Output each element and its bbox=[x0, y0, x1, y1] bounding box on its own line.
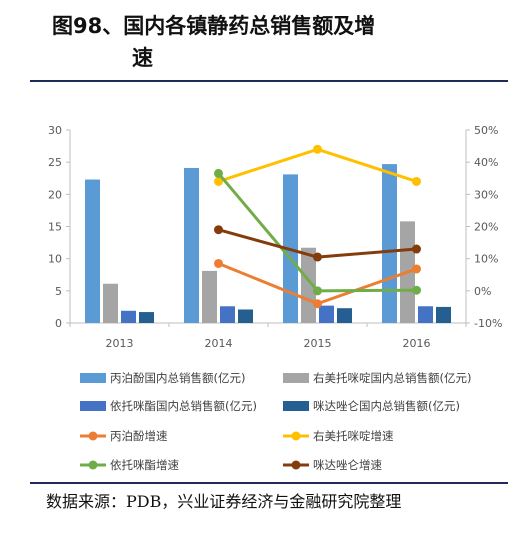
bar bbox=[220, 306, 235, 323]
series-point bbox=[214, 168, 223, 178]
bar bbox=[382, 164, 397, 323]
page-title: 图98、国内各镇静药总销售额及增 速 bbox=[52, 10, 502, 74]
x-tick-label: 2015 bbox=[304, 337, 332, 350]
bar bbox=[436, 306, 451, 323]
x-tick-label: 2014 bbox=[205, 337, 233, 350]
title-line-1: 图98、国内各镇静药总销售额及增 bbox=[52, 14, 376, 38]
series-point bbox=[214, 176, 223, 186]
source-divider bbox=[30, 482, 508, 484]
source-note: 数据来源：PDB，兴业证券经济与金融研究院整理 bbox=[46, 492, 402, 511]
title-line-2: 速 bbox=[132, 46, 153, 70]
bar bbox=[319, 305, 334, 323]
series-point bbox=[313, 144, 322, 154]
series-point bbox=[214, 225, 223, 235]
bar bbox=[418, 306, 433, 323]
bar bbox=[301, 247, 316, 323]
bar bbox=[337, 308, 352, 323]
left-tick-label: 20 bbox=[48, 188, 62, 201]
legend-label: 右美托咪啶国内总销售额(亿元) bbox=[313, 371, 471, 385]
series-point bbox=[313, 299, 322, 309]
bar bbox=[121, 310, 136, 323]
legend-marker bbox=[291, 460, 301, 470]
left-tick-label: 5 bbox=[55, 285, 62, 298]
bar bbox=[184, 167, 199, 323]
bar bbox=[85, 179, 100, 323]
right-tick-label: 50% bbox=[474, 124, 498, 137]
right-tick-label: 10% bbox=[474, 253, 498, 266]
right-tick-label: 20% bbox=[474, 221, 498, 234]
left-tick-label: 0 bbox=[55, 317, 62, 330]
series-point bbox=[412, 285, 421, 295]
legend-label: 咪达唑仑增速 bbox=[313, 458, 382, 472]
title-divider bbox=[30, 80, 508, 82]
left-tick-label: 15 bbox=[48, 221, 62, 234]
left-tick-label: 30 bbox=[48, 124, 62, 137]
left-tick-label: 25 bbox=[48, 156, 62, 169]
series-point bbox=[412, 264, 421, 274]
legend-marker bbox=[88, 431, 98, 441]
legend-label: 依托咪酯国内总销售额(亿元) bbox=[110, 399, 257, 413]
legend-swatch bbox=[283, 373, 309, 383]
legend-label: 依托咪酯增速 bbox=[110, 458, 179, 472]
bar bbox=[202, 270, 217, 323]
legend-swatch bbox=[283, 401, 309, 411]
legend-label: 右美托咪啶增速 bbox=[313, 429, 394, 443]
x-tick-label: 2016 bbox=[403, 337, 431, 350]
bar bbox=[139, 312, 154, 323]
right-tick-label: 30% bbox=[474, 188, 498, 201]
legend-label: 丙泊酚增速 bbox=[110, 429, 168, 443]
legend-label: 咪达唑仑国内总销售额(亿元) bbox=[313, 399, 460, 413]
left-tick-label: 10 bbox=[48, 253, 62, 266]
series-point bbox=[412, 244, 421, 254]
legend-swatch bbox=[80, 373, 106, 383]
series-point bbox=[412, 176, 421, 186]
series-point bbox=[214, 258, 223, 268]
series-point bbox=[313, 286, 322, 296]
sales-growth-chart: 0 5 10 15 20 25 30 -10% 0% 10% 20% 30% 40% 50% 2013 201… bbox=[48, 124, 502, 472]
legend-marker bbox=[291, 431, 301, 441]
bar bbox=[103, 283, 118, 323]
right-tick-label: 0% bbox=[474, 285, 491, 298]
right-tick-label: -10% bbox=[474, 317, 502, 330]
series-point bbox=[313, 252, 322, 262]
legend-swatch bbox=[80, 401, 106, 411]
bar bbox=[238, 309, 253, 323]
right-tick-label: 40% bbox=[474, 156, 498, 169]
legend-marker bbox=[88, 460, 98, 470]
legend-label: 丙泊酚国内总销售额(亿元) bbox=[110, 371, 245, 385]
x-tick-label: 2013 bbox=[106, 337, 134, 350]
